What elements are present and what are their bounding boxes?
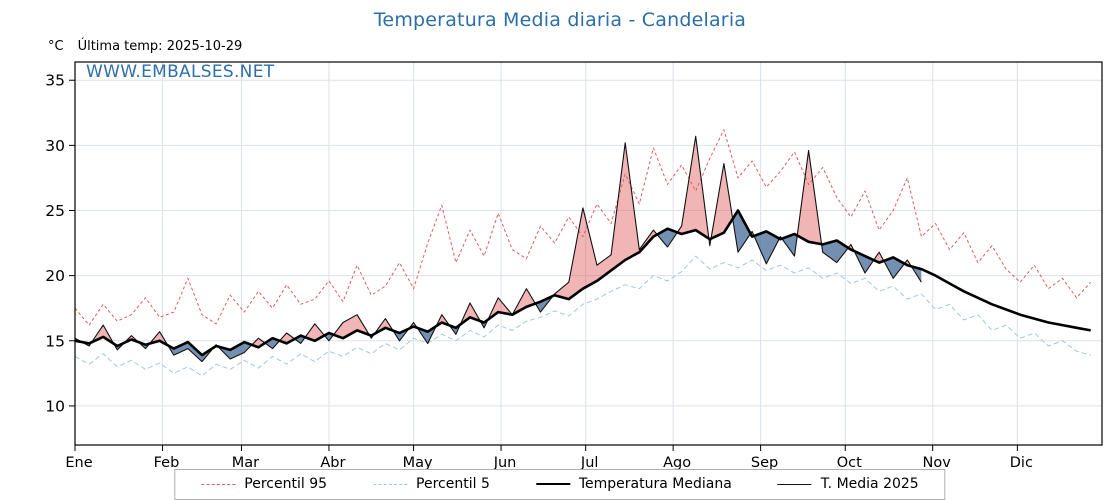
- svg-text:May: May: [403, 455, 433, 471]
- temperature-plot: Ene Feb Mar Abr May Jun Jul Ago Sep Oct Nov Dic 10 15…: [45, 61, 1103, 471]
- svg-text:25: 25: [45, 202, 65, 220]
- chart-legend: Percentil 95 Percentil 5 Temperatura Med…: [174, 469, 946, 500]
- y-axis-unit-label: °C: [48, 39, 64, 54]
- svg-text:15: 15: [45, 332, 65, 350]
- legend-label: Percentil 95: [244, 476, 328, 492]
- svg-text:Feb: Feb: [154, 455, 180, 471]
- svg-text:Mar: Mar: [232, 455, 259, 471]
- svg-text:Ene: Ene: [65, 455, 92, 471]
- last-temp-label: Última temp: 2025-10-29: [77, 39, 243, 54]
- svg-text:Jun: Jun: [493, 455, 517, 471]
- legend-label: Percentil 5: [416, 476, 490, 492]
- svg-text:Abr: Abr: [320, 455, 345, 471]
- svg-text:20: 20: [45, 267, 65, 285]
- chart-subheader: °C Última temp: 2025-10-29: [48, 39, 242, 54]
- svg-text:Jul: Jul: [580, 455, 599, 471]
- svg-text:Nov: Nov: [923, 455, 952, 471]
- legend-label: T. Media 2025: [820, 476, 919, 492]
- percentil-5-line-swatch: [373, 483, 408, 485]
- svg-text:30: 30: [45, 137, 65, 155]
- legend-item-media-2025: T. Media 2025: [777, 476, 919, 492]
- svg-text:Dic: Dic: [1010, 455, 1033, 471]
- legend-label: Temperatura Mediana: [578, 476, 732, 492]
- svg-text:Sep: Sep: [751, 455, 778, 471]
- page-title: Temperatura Media diaria - Candelaria: [373, 9, 747, 31]
- svg-text:Oct: Oct: [837, 455, 862, 471]
- svg-text:10: 10: [45, 397, 65, 415]
- embalses-watermark: WWW.EMBALSES.NET: [86, 62, 275, 82]
- svg-text:Ago: Ago: [663, 455, 691, 471]
- legend-item-percentil-95: Percentil 95: [201, 476, 327, 492]
- mediana-line-swatch: [535, 483, 570, 485]
- media-2025-line-swatch: [777, 483, 812, 485]
- legend-item-mediana: Temperatura Mediana: [535, 476, 732, 492]
- percentil-95-line-swatch: [201, 483, 236, 485]
- legend-item-percentil-5: Percentil 5: [373, 476, 490, 492]
- svg-text:35: 35: [45, 72, 65, 90]
